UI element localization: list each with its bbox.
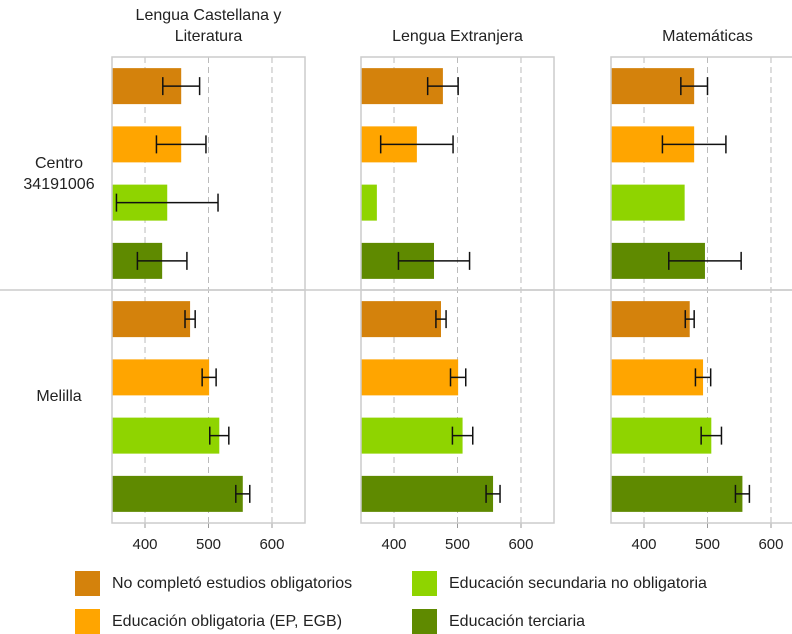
panel-title: Lengua Castellana y Literatura: [135, 7, 282, 45]
bar: [361, 359, 459, 396]
legend-label: No completó estudios obligatorios: [112, 575, 352, 592]
bar: [611, 301, 690, 338]
x-tick-label: 600: [259, 536, 284, 553]
x-tick-label: 600: [508, 536, 533, 553]
legend-swatch: [75, 571, 100, 596]
legend-swatch: [412, 571, 437, 596]
bar: [611, 359, 704, 396]
legend-swatch: [75, 609, 100, 634]
x-tick-label: 600: [758, 536, 783, 553]
panel-title: Lengua Extranjera: [392, 28, 523, 45]
x-tick-label: 500: [196, 536, 221, 553]
bar: [361, 417, 463, 454]
x-tick-label: 400: [381, 536, 406, 553]
bar: [112, 359, 210, 396]
bar: [112, 417, 220, 454]
legend-swatch: [412, 609, 437, 634]
bar: [611, 184, 685, 221]
x-tick-label: 500: [445, 536, 470, 553]
x-tick-label: 500: [695, 536, 720, 553]
group-label: Centro 34191006: [23, 154, 95, 193]
x-tick-label: 400: [132, 536, 157, 553]
group-label: Melilla: [36, 387, 82, 405]
bar: [112, 475, 243, 512]
bar: [611, 475, 743, 512]
bar: [361, 184, 377, 221]
bar: [361, 475, 494, 512]
legend-label: Educación secundaria no obligatoria: [449, 575, 707, 592]
panel-title: Matemáticas: [662, 28, 753, 45]
legend-label: Educación terciaria: [449, 613, 585, 630]
bar: [361, 301, 441, 338]
legend-label: Educación obligatoria (EP, EGB): [112, 613, 342, 630]
x-tick-label: 400: [631, 536, 656, 553]
bar: [112, 301, 191, 338]
bar: [611, 417, 712, 454]
